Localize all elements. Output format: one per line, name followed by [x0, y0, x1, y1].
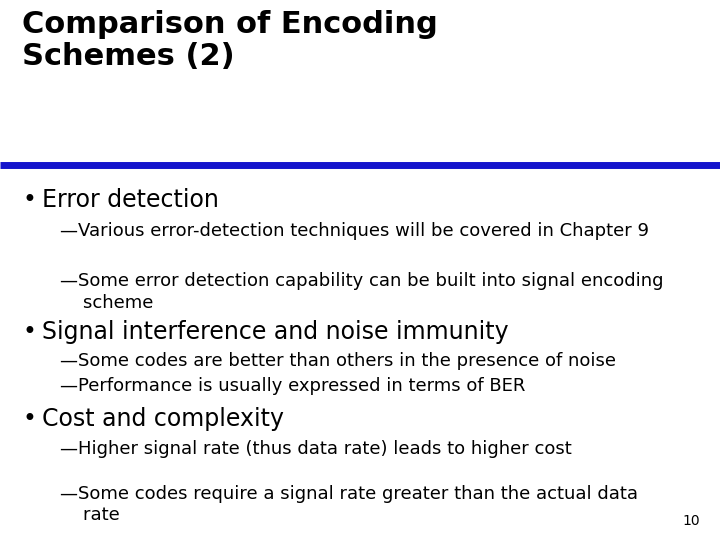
Text: —Some codes are better than others in the presence of noise: —Some codes are better than others in th…	[60, 352, 616, 370]
Text: •: •	[22, 188, 36, 212]
Text: —Some codes require a signal rate greater than the actual data
    rate: —Some codes require a signal rate greate…	[60, 485, 638, 524]
Text: —Performance is usually expressed in terms of BER: —Performance is usually expressed in ter…	[60, 377, 526, 395]
Text: —Some error detection capability can be built into signal encoding
    scheme: —Some error detection capability can be …	[60, 272, 664, 312]
Text: —Various error-detection techniques will be covered in Chapter 9: —Various error-detection techniques will…	[60, 222, 649, 240]
Text: Cost and complexity: Cost and complexity	[42, 407, 284, 431]
Text: 10: 10	[683, 514, 700, 528]
Text: •: •	[22, 407, 36, 431]
Text: •: •	[22, 320, 36, 344]
Text: Error detection: Error detection	[42, 188, 219, 212]
Text: —Higher signal rate (thus data rate) leads to higher cost: —Higher signal rate (thus data rate) lea…	[60, 440, 572, 458]
Text: Comparison of Encoding
Schemes (2): Comparison of Encoding Schemes (2)	[22, 10, 438, 71]
Text: Signal interference and noise immunity: Signal interference and noise immunity	[42, 320, 508, 344]
